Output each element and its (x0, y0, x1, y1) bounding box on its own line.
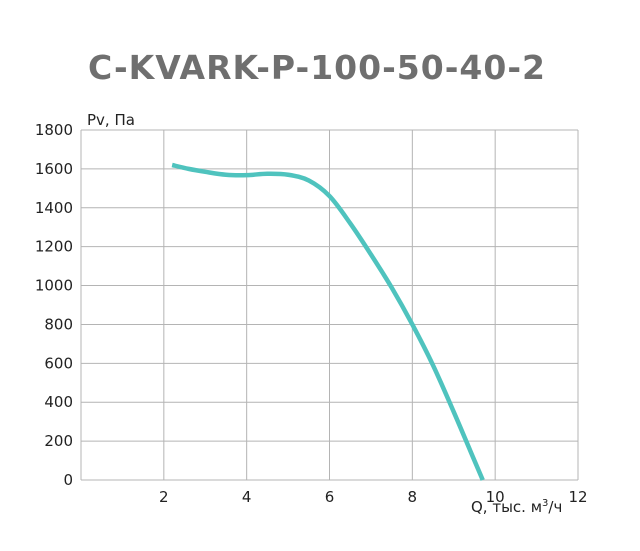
y-tick-label: 1800 (35, 121, 73, 139)
y-tick-label: 600 (44, 354, 73, 372)
series-line (171, 162, 485, 481)
x-axis-label-sup: 3 (542, 498, 548, 509)
x-axis-label: Q, тыс. м3/ч (471, 498, 562, 516)
y-tick-labels: 0 200 400 600 800 1000 1200 1400 1600 1800 (35, 121, 73, 489)
x-tick-label: 10 (486, 488, 505, 506)
y-tick-label: 400 (44, 393, 73, 411)
y-tick-label: 200 (44, 432, 73, 450)
y-tick-label: 1200 (35, 238, 73, 256)
y-tick-label: 0 (63, 471, 73, 489)
x-tick-labels: 2 4 6 8 10 12 (159, 488, 587, 506)
x-axis-label-tail: /ч (548, 498, 562, 516)
chart-title: C-KVARK-P-100-50-40-2 (88, 48, 546, 87)
x-tick-label: 2 (159, 488, 169, 506)
x-tick-label: 12 (568, 488, 587, 506)
x-tick-label: 8 (408, 488, 418, 506)
series-layer (171, 162, 485, 481)
y-axis-label: Pv, Па (87, 111, 135, 129)
y-tick-label: 800 (44, 315, 73, 333)
y-tick-label: 1000 (35, 277, 73, 295)
x-axis-label-main: Q, тыс. м (471, 498, 542, 516)
y-tick-label: 1400 (35, 199, 73, 217)
x-tick-label: 4 (242, 488, 252, 506)
x-tick-label: 6 (325, 488, 335, 506)
y-tick-label: 1600 (35, 160, 73, 178)
grid (80, 129, 579, 481)
